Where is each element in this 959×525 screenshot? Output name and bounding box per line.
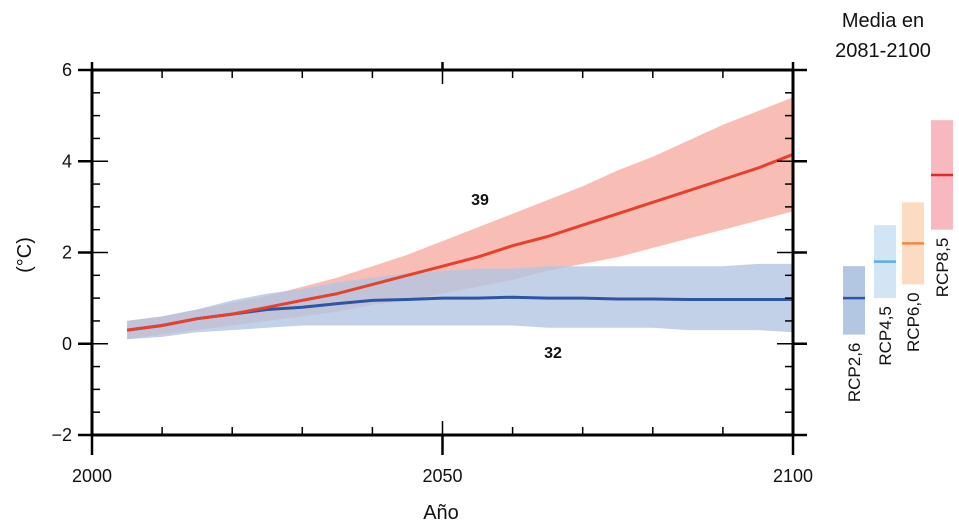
side-panel-title-line1: Media en — [841, 10, 925, 32]
side-bar-rcp26 — [843, 266, 865, 335]
rcp85-model-count: 39 — [471, 192, 489, 209]
side-panel-title: Media en 2081-2100 — [808, 6, 958, 66]
x-tick-label: 2000 — [72, 466, 112, 486]
side-bar-label-rcp85: RCP8,5 — [933, 238, 952, 298]
side-bar-label-rcp60: RCP6,0 — [904, 292, 923, 352]
y-tick-label: −2 — [51, 425, 72, 445]
band-rcp26 — [127, 263, 794, 340]
y-tick-label: 4 — [62, 151, 72, 171]
x-tick-label: 2100 — [773, 466, 813, 486]
mean-line-rcp85 — [126, 153, 794, 332]
y-tick-label: 6 — [62, 60, 72, 80]
mean-lines — [126, 153, 794, 332]
side-bar-label-rcp45: RCP4,5 — [876, 306, 895, 366]
side-bar-label-rcp26: RCP2,6 — [845, 343, 864, 403]
x-tick-label: 2050 — [422, 466, 462, 486]
y-tick-label: 2 — [62, 243, 72, 263]
uncertainty-bands — [127, 97, 794, 340]
rcp26-model-count: 32 — [544, 345, 562, 362]
axis-tick-labels: 2000 2050 2100 6 4 2 0 −2 — [51, 60, 813, 486]
y-axis-label: (°C) — [14, 237, 36, 273]
side-panel-title-line2: 2081-2100 — [835, 40, 931, 62]
axis-ticks — [78, 62, 807, 455]
y-tick-label: 0 — [62, 334, 72, 354]
side-panel-bars: RCP2,6 RCP4,5 RCP6,0 RCP8,5 — [843, 120, 953, 402]
x-axis-label: Año — [423, 502, 459, 524]
